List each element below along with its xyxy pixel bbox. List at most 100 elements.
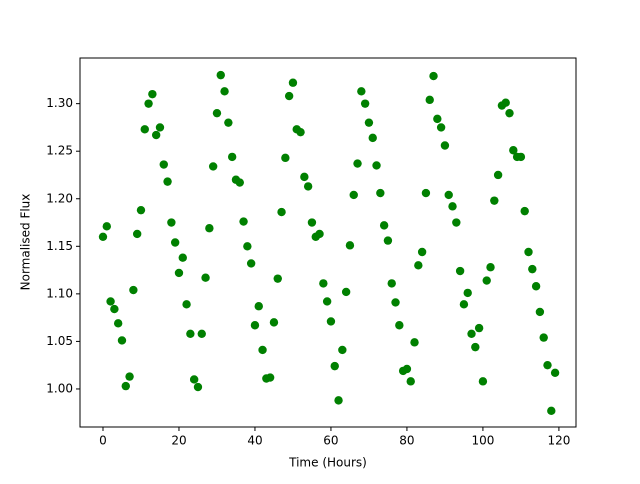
point — [243, 242, 252, 251]
point — [383, 236, 393, 245]
point — [197, 329, 206, 338]
point — [539, 333, 548, 342]
point — [395, 321, 404, 330]
point — [341, 287, 351, 297]
point — [349, 190, 358, 200]
point — [178, 253, 187, 262]
point — [102, 222, 111, 231]
point — [493, 170, 503, 180]
point — [250, 321, 260, 330]
x-tick-label: 80 — [399, 434, 414, 448]
point — [322, 297, 332, 306]
point — [182, 300, 191, 309]
point — [452, 218, 461, 227]
point — [140, 125, 149, 134]
point — [273, 274, 282, 283]
point — [277, 207, 286, 217]
point — [334, 396, 343, 405]
point — [235, 178, 244, 187]
point — [463, 288, 472, 298]
point — [326, 317, 336, 326]
point — [148, 89, 157, 99]
point — [167, 218, 176, 227]
point — [121, 381, 130, 391]
point — [159, 160, 168, 169]
point — [410, 338, 419, 347]
point — [151, 130, 161, 140]
point — [490, 196, 499, 205]
point — [300, 172, 309, 182]
point — [208, 162, 218, 171]
point — [338, 345, 347, 355]
point — [372, 161, 381, 170]
point — [307, 218, 317, 227]
point — [110, 304, 119, 314]
point — [189, 375, 199, 384]
point — [478, 377, 488, 386]
point — [224, 118, 233, 127]
point — [486, 263, 495, 272]
point — [125, 372, 134, 381]
point — [436, 123, 446, 132]
point — [421, 188, 431, 198]
point — [402, 364, 412, 374]
y-tick-label: 1.20 — [46, 191, 73, 205]
point — [391, 298, 400, 307]
point — [535, 307, 545, 317]
point — [501, 98, 510, 107]
point — [357, 87, 366, 96]
point — [543, 360, 552, 370]
point — [132, 229, 142, 239]
point — [254, 302, 263, 311]
point — [448, 202, 457, 211]
y-tick-label: 1.25 — [46, 144, 73, 158]
point — [220, 87, 229, 96]
point — [482, 276, 491, 285]
point — [155, 123, 165, 132]
point — [417, 247, 427, 257]
x-tick-label: 0 — [99, 434, 107, 448]
point — [106, 297, 115, 306]
x-axis-label: Time (Hours) — [288, 456, 367, 470]
point — [319, 279, 328, 288]
point — [193, 382, 203, 392]
point — [288, 78, 298, 87]
point — [455, 266, 465, 276]
point — [265, 373, 275, 382]
point — [379, 221, 389, 230]
x-tick-label: 20 — [171, 434, 186, 448]
point — [170, 238, 180, 247]
y-axis-label: Normalised Flux — [19, 194, 33, 291]
point — [284, 91, 294, 101]
point — [516, 152, 526, 162]
point — [129, 285, 138, 295]
point — [547, 406, 556, 416]
point — [360, 99, 370, 108]
point — [528, 264, 537, 274]
point — [113, 319, 123, 328]
point — [433, 114, 442, 124]
point — [117, 336, 127, 345]
point — [509, 146, 518, 155]
y-tick-label: 1.30 — [46, 96, 73, 110]
point — [345, 241, 355, 250]
plot-frame — [79, 57, 577, 428]
point — [444, 190, 453, 200]
point — [303, 182, 313, 191]
point — [520, 206, 529, 216]
point — [364, 118, 374, 127]
point — [174, 268, 184, 278]
point — [474, 323, 484, 333]
point — [212, 108, 222, 118]
point — [368, 133, 377, 143]
point — [376, 188, 385, 198]
point — [467, 329, 476, 338]
x-tick-label: 40 — [247, 434, 262, 448]
point — [505, 108, 514, 118]
point — [550, 368, 560, 377]
point — [353, 159, 362, 168]
point — [205, 224, 214, 233]
point — [315, 229, 324, 239]
point — [246, 259, 256, 268]
